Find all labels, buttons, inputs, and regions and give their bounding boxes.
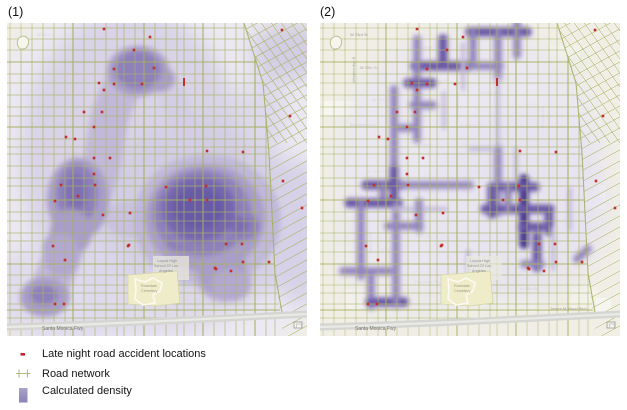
svg-text:Santa Monica Fwy: Santa Monica Fwy [355,326,397,332]
svg-text:Loyola High: Loyola High [157,259,177,263]
svg-text:W 25th St: W 25th St [360,65,378,70]
svg-text:Angeles: Angeles [159,269,173,273]
svg-text:W 23rd St: W 23rd St [350,32,369,37]
svg-text:School Of Los: School Of Los [154,264,178,268]
svg-text:Loyola High: Loyola High [470,259,490,263]
svg-text:Rosedale: Rosedale [141,284,157,288]
svg-text:Rosedale: Rosedale [454,284,470,288]
svg-text:Santa Monica Fwy: Santa Monica Fwy [42,326,84,332]
svg-text:Cemetery: Cemetery [141,289,158,293]
svg-text:Western Ave S: Western Ave S [351,56,356,83]
svg-text:School Of Los: School Of Los [467,264,491,268]
svg-text:Angeles: Angeles [472,269,486,273]
svg-text:Cemetery: Cemetery [454,289,471,293]
